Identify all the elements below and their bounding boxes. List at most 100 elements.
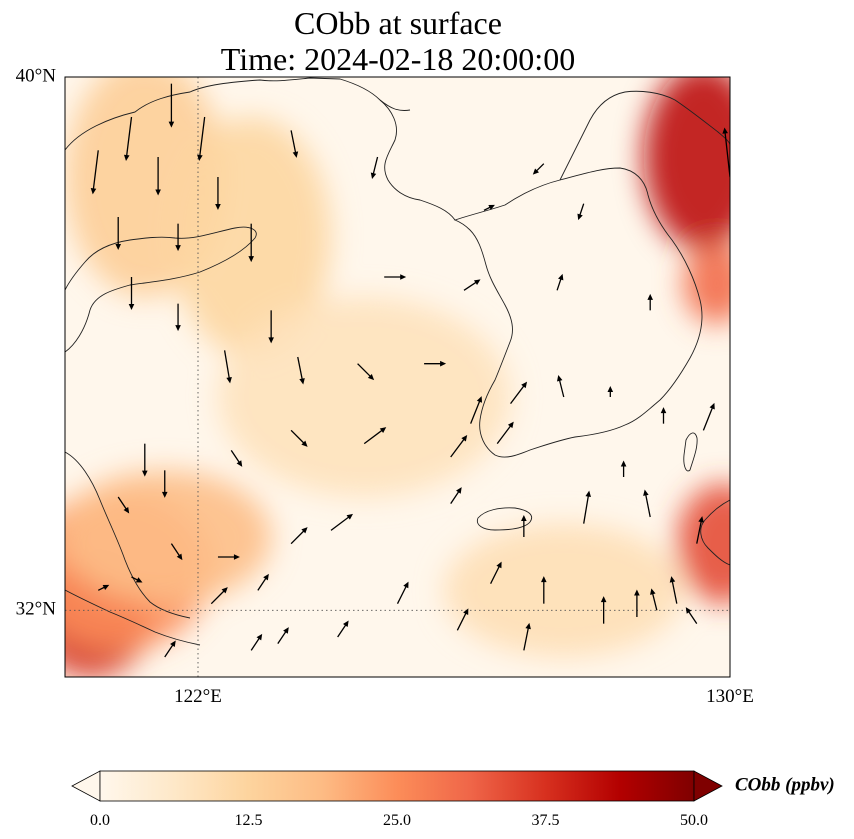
lat-tick-label: 40°N [16,65,57,86]
wind-vector [702,402,715,431]
wind-vector [290,130,299,158]
wind-vector [117,496,130,514]
coastline-china-north [65,77,411,151]
wind-vector [290,527,308,545]
wind-vector [357,363,375,381]
coastline-jiangsu [65,451,191,619]
wind-vector [583,490,591,524]
wind-vector [660,407,667,424]
wind-vector [450,435,468,458]
wind-vector [556,273,564,291]
wind-vector [696,516,704,544]
colorbar-extend-min [71,770,101,802]
colorbar-tick-label: 12.5 [235,812,263,829]
wind-vector [215,177,221,210]
wind-vector [290,429,308,447]
wind-vector [634,589,640,617]
wind-vector [577,203,585,221]
wind-vector [396,581,409,604]
wind-vector [483,204,495,211]
concentration-blob [676,483,730,604]
gridlines [65,77,730,677]
colorbar-tick-label: 25.0 [383,812,411,829]
concentration-blob [217,297,511,497]
wind-vector [620,460,627,477]
wind-vector [197,116,206,161]
title-line-2: Time: 2024-02-18 20:00:00 [221,41,575,77]
wind-vector [669,576,678,604]
title-line-1: CObb at surface [294,5,502,41]
wind-vectors [90,83,730,658]
wind-vector [131,576,143,583]
colorbar-label: CObb (ppbv) [735,774,835,795]
wind-vector [650,588,658,611]
coastline-shanghai [65,589,201,646]
concentration-blob [65,470,272,604]
wind-vector [685,607,698,625]
wind-vector [450,487,462,505]
colorbar-tick-label: 37.5 [532,812,560,829]
coastlines [65,77,730,646]
wind-vector [170,543,183,561]
lat-tick-labels: 40°N 32°N [16,65,57,619]
wind-vector [496,421,514,445]
colorbar-body [99,770,695,802]
wind-vector [722,127,730,178]
wind-vector [90,150,99,195]
wind-vector [217,554,240,560]
colorbar-tick-label: 0.0 [90,812,110,829]
wind-vector [532,163,545,175]
wind-vector [470,396,483,424]
wind-vector [128,277,135,310]
wind-vector [164,640,176,658]
wind-vector [523,622,531,651]
wind-vector [330,513,353,531]
coastline-liaodong [379,99,456,221]
wind-vector [463,279,481,291]
wind-vector [268,310,274,344]
jeju-island [476,507,533,531]
wind-vector [230,449,243,467]
wind-vector [510,381,528,405]
wind-vector [248,223,254,263]
concentration-blob [683,243,730,324]
wind-vector [123,116,133,161]
wind-vector [647,293,653,311]
wind-vector [168,83,175,128]
colorbar-ticks: 0.0 12.5 25.0 37.5 50.0 [90,812,708,829]
wind-vector [223,350,232,384]
lon-tick-label: 122°E [174,686,222,707]
wind-vector [175,223,181,252]
wind-vector [607,386,614,397]
wind-vector [600,596,607,624]
wind-vector [456,608,469,631]
wind-vector [556,375,565,398]
colorbar-extend-max [693,770,723,802]
wind-vector [97,584,110,591]
map-panel [65,77,730,677]
colorbar-tick-label: 50.0 [680,812,708,829]
wind-vector [337,620,349,638]
wind-vector [250,633,263,651]
wind-vector [155,157,161,196]
wind-vector [277,627,289,645]
wind-vector [115,217,121,250]
coastline-japan [700,499,730,566]
coastline-shandong [65,226,257,353]
concentration-blob [643,77,730,251]
map-frame [64,76,731,678]
wind-vector [161,470,168,498]
coastline-korea-north [559,90,730,181]
wind-vector [363,427,387,445]
wind-vector [175,303,181,332]
wind-vector [521,515,527,537]
lat-tick-label: 32°N [16,599,57,620]
concentration-field [65,77,730,677]
lon-tick-label: 130°E [706,686,754,707]
wind-vector [257,573,269,591]
wind-vector [210,587,228,605]
wind-vector [490,561,502,584]
lon-tick-labels: 122°E 130°E [174,686,754,707]
wind-vector [384,274,407,280]
